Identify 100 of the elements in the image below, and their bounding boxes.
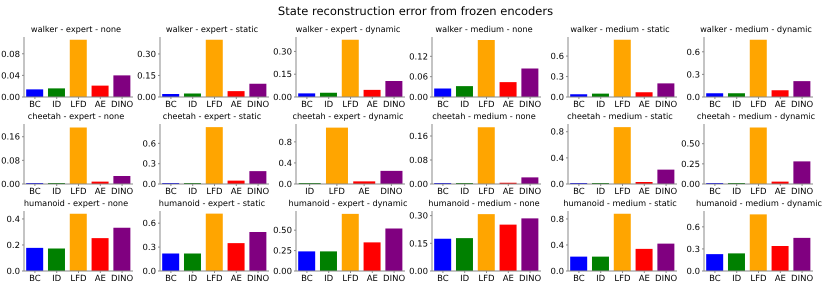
x-tick-label: BC bbox=[573, 187, 585, 198]
x-tick-label: LFD bbox=[206, 274, 224, 284]
x-tick-label: BC bbox=[165, 187, 177, 198]
x-tick-label: ID bbox=[732, 187, 742, 198]
x-tick-label: LFD bbox=[70, 100, 88, 110]
x-tick-label: AE bbox=[358, 187, 370, 198]
y-tick-label: 0.30 bbox=[409, 212, 428, 222]
y-tick-label: 0.00 bbox=[273, 267, 292, 278]
x-tick-label: LFD bbox=[478, 100, 496, 110]
chart-title: walker - medium - none bbox=[434, 24, 534, 35]
y-tick-label: 0.0 bbox=[686, 93, 700, 104]
x-tick-label: ID bbox=[305, 187, 315, 198]
x-tick-label: DINO bbox=[519, 187, 542, 198]
y-tick-label: 0.6 bbox=[550, 52, 564, 62]
y-tick-label: 0.6 bbox=[142, 219, 156, 230]
x-tick-label: LFD bbox=[750, 187, 768, 198]
y-tick-label: 0.08 bbox=[409, 156, 428, 166]
y-tick-label: 0.6 bbox=[686, 48, 700, 58]
x-tick-label: BC bbox=[437, 100, 449, 110]
x-tick-label: DINO bbox=[519, 100, 542, 110]
x-tick-label: ID bbox=[460, 274, 470, 284]
chart-title: cheetah - expert - static bbox=[162, 111, 262, 122]
x-tick-label: AE bbox=[638, 100, 650, 110]
x-tick-label: AE bbox=[502, 274, 514, 284]
y-tick-label: 0.00 bbox=[409, 180, 428, 190]
y-tick-label: 0.0 bbox=[686, 267, 700, 278]
chart-title: cheetah - expert - dynamic bbox=[291, 111, 405, 122]
x-tick-label: ID bbox=[52, 187, 62, 198]
y-tick-label: 0.4 bbox=[550, 154, 564, 164]
x-tick-label: LFD bbox=[342, 100, 360, 110]
chart-title: cheetah - expert - none bbox=[26, 111, 126, 122]
x-tick-label: AE bbox=[774, 100, 786, 110]
x-tick-label: LFD bbox=[750, 274, 768, 284]
y-tick-label: 0.00 bbox=[681, 180, 700, 190]
x-tick-label: LFD bbox=[614, 100, 632, 110]
x-tick-label: BC bbox=[709, 187, 721, 198]
x-tick-label: AE bbox=[366, 100, 378, 110]
x-tick-label: LFD bbox=[342, 274, 360, 284]
y-tick-label: 0.0 bbox=[550, 93, 564, 104]
y-tick-label: 0.6 bbox=[142, 139, 156, 150]
chart-title: humanoid - medium - dynamic bbox=[695, 198, 822, 209]
x-tick-label: AE bbox=[230, 187, 242, 198]
y-tick-label: 0.3 bbox=[550, 72, 564, 83]
y-tick-label: 0.50 bbox=[273, 226, 292, 236]
y-tick-label: 0.50 bbox=[681, 140, 700, 150]
chart-title: walker - medium - static bbox=[569, 24, 671, 35]
x-tick-label: BC bbox=[573, 100, 585, 110]
y-tick-label: 0.4 bbox=[6, 214, 20, 225]
x-tick-label: BC bbox=[301, 100, 313, 110]
x-tick-label: DINO bbox=[519, 274, 542, 284]
x-tick-label: ID bbox=[52, 274, 62, 284]
y-tick-label: 0.00 bbox=[409, 93, 428, 104]
x-tick-label: LFD bbox=[478, 187, 496, 198]
y-tick-label: 0.0 bbox=[142, 267, 156, 278]
x-tick-label: AE bbox=[502, 100, 514, 110]
y-tick-label: 0.15 bbox=[137, 71, 156, 82]
x-tick-label: DINO bbox=[111, 187, 134, 198]
x-tick-label: DINO bbox=[791, 187, 814, 198]
x-tick-label: ID bbox=[324, 100, 334, 110]
x-tick-label: AE bbox=[502, 187, 514, 198]
x-tick-label: ID bbox=[732, 100, 742, 110]
x-tick-label: ID bbox=[188, 274, 198, 284]
y-tick-label: 0.25 bbox=[273, 246, 292, 257]
x-tick-label: LFD bbox=[614, 187, 632, 198]
chart-title: humanoid - expert - static bbox=[158, 198, 266, 209]
x-tick-label: BC bbox=[573, 274, 585, 284]
x-tick-label: BC bbox=[165, 274, 177, 284]
x-tick-label: DINO bbox=[655, 100, 678, 110]
y-tick-label: 0.15 bbox=[273, 70, 292, 80]
x-tick-label: DINO bbox=[111, 274, 134, 284]
y-tick-label: 0.08 bbox=[1, 50, 20, 60]
chart-title: cheetah - medium - static bbox=[566, 111, 674, 122]
x-tick-label: BC bbox=[29, 100, 41, 110]
x-tick-label: LFD bbox=[478, 274, 496, 284]
y-tick-label: 0.0 bbox=[550, 180, 564, 190]
x-tick-label: AE bbox=[94, 187, 106, 198]
x-tick-label: AE bbox=[638, 187, 650, 198]
chart-title: walker - expert - dynamic bbox=[294, 24, 402, 35]
y-tick-label: 0.0 bbox=[142, 180, 156, 190]
y-tick-label: 0.2 bbox=[6, 240, 20, 251]
y-tick-label: 0.3 bbox=[686, 244, 700, 255]
x-tick-label: DINO bbox=[791, 274, 814, 284]
y-tick-label: 0.8 bbox=[550, 128, 564, 138]
y-tick-label: 0.0 bbox=[550, 267, 564, 278]
x-tick-label: ID bbox=[596, 274, 606, 284]
x-tick-label: AE bbox=[366, 274, 378, 284]
x-tick-label: ID bbox=[324, 274, 334, 284]
x-tick-label: DINO bbox=[383, 274, 406, 284]
x-tick-label: LFD bbox=[70, 274, 88, 284]
y-tick-label: 0.0 bbox=[6, 267, 20, 278]
x-tick-label: BC bbox=[437, 274, 449, 284]
y-tick-label: 0.00 bbox=[409, 267, 428, 278]
chart-title: humanoid - medium - static bbox=[562, 198, 678, 209]
x-tick-label: BC bbox=[29, 274, 41, 284]
y-tick-label: 0.08 bbox=[1, 156, 20, 166]
x-tick-label: LFD bbox=[206, 100, 224, 110]
chart-title: humanoid - expert - none bbox=[22, 198, 130, 209]
x-tick-label: LFD bbox=[206, 187, 224, 198]
x-tick-label: ID bbox=[596, 187, 606, 198]
x-tick-label: AE bbox=[638, 274, 650, 284]
